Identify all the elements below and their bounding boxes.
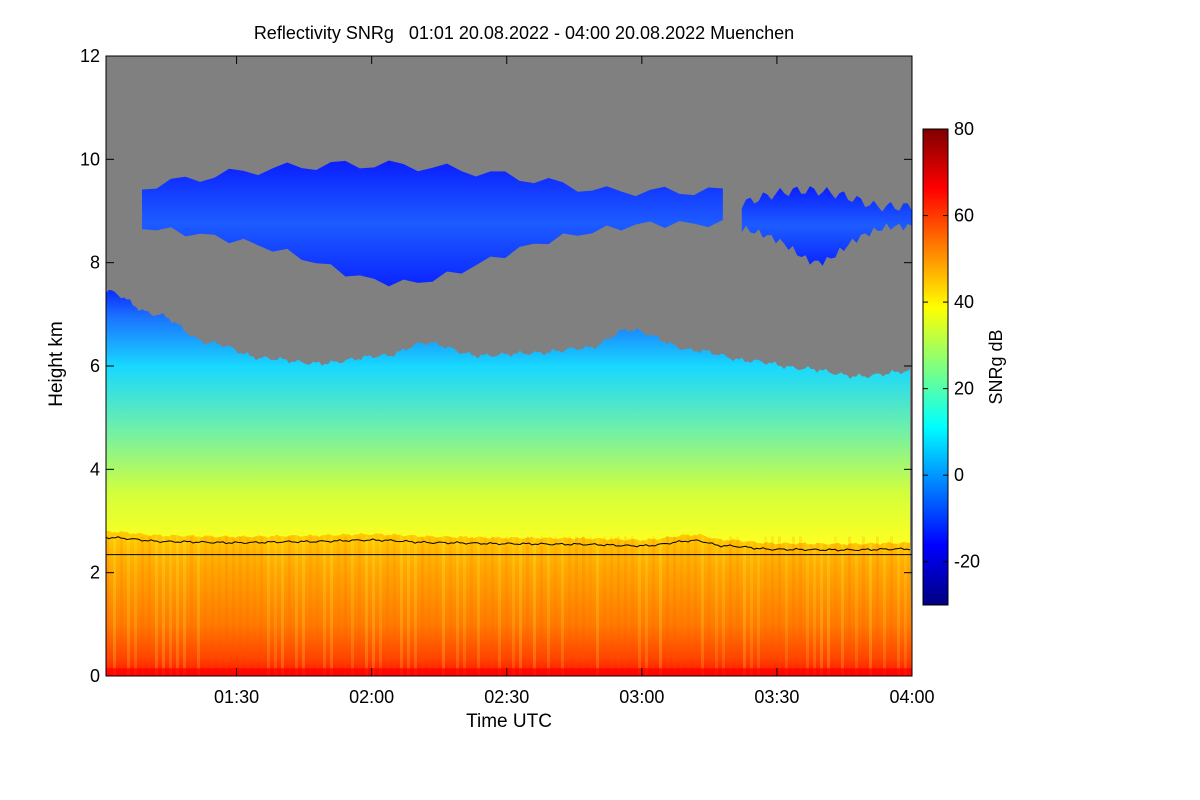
x-tick-label: 03:30 xyxy=(754,687,799,707)
lower-cloud-layer xyxy=(106,289,910,546)
colorbar: -20 0 20 40 60 80 SNRg dB xyxy=(922,119,1006,606)
colorbar-scale xyxy=(922,128,949,606)
colorbar-ticks: -20 0 20 40 60 80 xyxy=(923,119,980,572)
upper-cloud-layer-2 xyxy=(741,186,912,266)
x-tick-label: 03:00 xyxy=(619,687,664,707)
colorbar-tick-label: 60 xyxy=(954,206,974,226)
x-axis: 01:30 02:00 02:30 03:00 03:30 04:00 xyxy=(214,56,935,707)
colorbar-tick-label: 40 xyxy=(954,292,974,312)
x-axis-label: Time UTC xyxy=(466,711,552,732)
colorbar-tick-label: 0 xyxy=(954,465,964,485)
signal-texture xyxy=(106,536,912,676)
y-tick-label: 6 xyxy=(90,356,100,376)
boundary-layer-line xyxy=(106,536,911,552)
y-tick-label: 8 xyxy=(90,253,100,273)
y-axis-label: Height km xyxy=(46,321,67,407)
x-tick-label: 01:30 xyxy=(214,687,259,707)
x-tick-label: 02:30 xyxy=(484,687,529,707)
plot-area xyxy=(106,56,912,676)
x-tick-label: 04:00 xyxy=(889,687,934,707)
x-tick-label: 02:00 xyxy=(349,687,394,707)
chart-title: Reflectivity SNRg 01:01 20.08.2022 - 04:… xyxy=(254,23,794,43)
colorbar-tick-label: -20 xyxy=(954,552,980,572)
colorbar-tick-label: 80 xyxy=(954,119,974,139)
y-tick-label: 10 xyxy=(80,149,100,169)
y-axis: 0 2 4 6 8 10 12 xyxy=(80,46,912,686)
upper-cloud-layer-1 xyxy=(142,160,723,287)
colorbar-tick-label: 20 xyxy=(954,379,974,399)
y-tick-label: 2 xyxy=(90,563,100,583)
surface-layer-band xyxy=(106,528,912,676)
colorbar-label: SNRg dB xyxy=(986,329,1006,404)
y-tick-label: 0 xyxy=(90,666,100,686)
y-tick-label: 4 xyxy=(90,459,100,479)
y-tick-label: 12 xyxy=(80,46,100,66)
